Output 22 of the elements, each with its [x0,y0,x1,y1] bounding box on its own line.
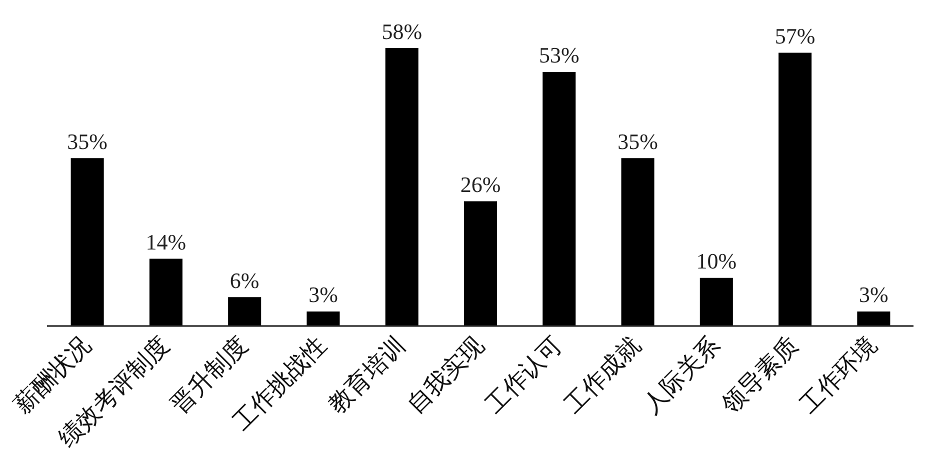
data-label: 58% [382,18,422,44]
data-label: 6% [230,268,260,293]
data-label: 3% [859,282,888,308]
data-label: 14% [146,230,186,255]
data-label: 3% [308,282,338,308]
data-label: 26% [460,172,501,198]
bar [857,311,890,326]
bar [70,158,104,326]
data-label: 53% [538,42,580,68]
bar [228,297,262,326]
data-label: 10% [696,248,737,274]
bar [149,258,182,326]
data-label: 35% [67,128,108,154]
bar [464,201,498,326]
bar [778,52,812,326]
bar [306,311,340,326]
bar [385,48,418,326]
bar [700,278,733,326]
data-label: 57% [774,24,816,49]
data-label: 35% [618,128,658,154]
bar [621,158,654,326]
bar [542,72,576,326]
